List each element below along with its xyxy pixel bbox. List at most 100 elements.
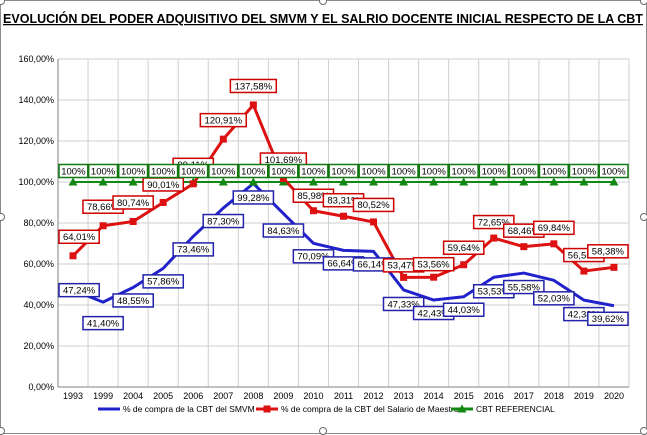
data-point-maestro: [400, 273, 408, 281]
data-label-text: 100%: [482, 166, 507, 177]
data-label-text: 100%: [181, 166, 206, 177]
data-label-box: [448, 163, 479, 179]
data-label-maestro: 58,38%: [587, 244, 629, 259]
data-label-text: 100%: [422, 166, 447, 177]
data-label-text: 99,28%: [237, 193, 270, 204]
resize-handle-top-right[interactable]: [640, 0, 647, 5]
data-label-text: 53,53%: [478, 287, 511, 298]
data-label-text: 72,65%: [478, 217, 511, 228]
data-point-cbt: [128, 177, 138, 186]
data-point-maestro: [219, 135, 227, 143]
x-tick-label: 1999: [93, 391, 113, 401]
data-label-box: [262, 223, 305, 238]
resize-handle-top-left[interactable]: [0, 0, 5, 5]
data-label-text: 66,64%: [327, 259, 360, 270]
data-point-cbt: [248, 177, 258, 186]
data-label-text: 66,14%: [357, 260, 390, 271]
data-label-text: 100%: [121, 166, 146, 177]
data-label-smvm: 57,86%: [142, 274, 185, 289]
x-tick-label: 2017: [514, 391, 534, 401]
data-label-maestro: 120,91%: [199, 112, 247, 128]
data-label-text: 57,86%: [147, 277, 180, 288]
data-point-maestro: [370, 218, 378, 226]
data-label-box: [229, 78, 278, 94]
data-label-box: [478, 163, 509, 179]
data-label-text: 100%: [271, 166, 296, 177]
data-point-maestro: [249, 101, 257, 109]
x-tick-label: 2007: [213, 391, 233, 401]
data-label-text: 100%: [601, 166, 626, 177]
data-label-cbt: 100%: [298, 163, 329, 179]
data-label-smvm: 47,24%: [58, 282, 100, 298]
data-label-text: 47,24%: [63, 285, 96, 296]
data-label-box: [358, 163, 389, 179]
y-tick-label: 20,00%: [23, 341, 54, 351]
data-label-box: [587, 244, 629, 259]
data-label-box: [502, 279, 545, 295]
data-point-maestro: [129, 217, 137, 225]
data-point-maestro: [69, 252, 77, 260]
x-tick-label: 2015: [454, 391, 474, 401]
resize-handle-left[interactable]: [0, 213, 5, 221]
data-label-text: 100%: [301, 166, 326, 177]
data-label-box: [388, 163, 419, 179]
data-label-box: [328, 163, 359, 179]
axes: [57, 59, 629, 388]
x-tick-label: 2005: [153, 391, 173, 401]
data-point-maestro: [99, 222, 107, 230]
data-label-smvm: 48,55%: [112, 293, 154, 308]
data-label-text: 100%: [241, 166, 266, 177]
legend-label: % de compra de la CBT del Salario de Mae…: [281, 404, 459, 414]
data-label-text: 87,30%: [207, 216, 240, 227]
data-label-cbt: 100%: [208, 163, 239, 179]
x-tick-label: 2006: [183, 391, 203, 401]
data-label-box: [598, 163, 629, 179]
x-tick-label: 2011: [334, 391, 353, 401]
data-label-cbt: 100%: [568, 163, 600, 179]
data-label-text: 78,66%: [87, 202, 120, 213]
data-label-box: [418, 163, 449, 179]
data-point-cbt: [339, 177, 348, 186]
data-label-box: [208, 163, 239, 179]
data-label-box: [587, 311, 629, 327]
x-tick-label: 2020: [604, 391, 624, 401]
x-tick-label: 2013: [394, 391, 414, 401]
data-label-maestro: 90,01%: [142, 177, 185, 192]
data-label-cbt: 100%: [538, 163, 570, 179]
data-point-cbt: [399, 177, 409, 186]
data-label-text: 42,38%: [568, 309, 601, 320]
data-label-text: 53,56%: [418, 260, 451, 271]
y-tick-label: 40,00%: [23, 300, 54, 310]
x-tick-label: 2009: [273, 391, 293, 401]
x-tick-label: 2016: [484, 391, 504, 401]
data-label-text: 101,69%: [265, 155, 303, 166]
data-label-text: 85,98%: [297, 191, 330, 202]
data-label-maestro: 80,74%: [112, 195, 154, 210]
data-label-text: 84,63%: [267, 226, 300, 237]
data-label-cbt: 100%: [358, 163, 389, 179]
data-label-box: [148, 163, 179, 179]
data-label-box: [58, 229, 100, 245]
data-label-box: [412, 256, 455, 272]
data-label-maestro: 64,01%: [58, 229, 100, 245]
data-label-box: [442, 240, 485, 255]
data-label-text: 100%: [151, 166, 176, 177]
x-tick-label: 2018: [544, 391, 564, 401]
data-label-box: [298, 163, 329, 179]
resize-handle-right[interactable]: [640, 213, 647, 221]
data-label-text: 100%: [211, 166, 236, 177]
data-label-smvm: 84,63%: [262, 223, 305, 238]
data-label-text: 41,40%: [87, 318, 120, 329]
data-label-box: [112, 195, 154, 210]
data-label-maestro: 137,58%: [229, 78, 278, 94]
data-point-maestro: [610, 263, 618, 271]
data-label-maestro: 59,64%: [442, 240, 485, 255]
x-axis-ticks: 1993 1999 2004 2005 2006 2007 2008 2009 2010 2011…: [63, 391, 624, 401]
data-label-text: 120,91%: [205, 115, 243, 126]
data-label-text: 59,64%: [448, 243, 481, 254]
x-tick-label: 1993: [63, 391, 83, 401]
resize-handle-top[interactable]: [319, 0, 327, 5]
data-label-text: 48,55%: [117, 296, 150, 307]
data-label-text: 83,31%: [327, 196, 360, 207]
data-point-cbt: [579, 177, 589, 186]
